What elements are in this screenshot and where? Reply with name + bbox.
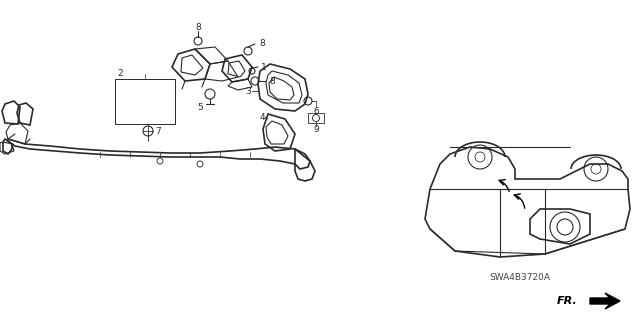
Text: 6: 6 <box>313 107 319 115</box>
Text: 4: 4 <box>259 113 265 122</box>
Text: 8: 8 <box>269 77 275 85</box>
Text: 5: 5 <box>197 102 203 112</box>
Text: SWA4B3720A: SWA4B3720A <box>490 272 550 281</box>
Text: 8: 8 <box>195 23 201 32</box>
Text: 8: 8 <box>259 40 265 48</box>
Text: 9: 9 <box>313 125 319 135</box>
Text: 7: 7 <box>155 127 161 136</box>
Text: 1: 1 <box>261 63 267 71</box>
Bar <box>115 79 175 124</box>
Bar <box>308 113 324 123</box>
Text: 2: 2 <box>117 70 123 78</box>
Polygon shape <box>590 293 620 309</box>
Text: 3: 3 <box>245 86 251 95</box>
Text: FR.: FR. <box>557 296 578 306</box>
